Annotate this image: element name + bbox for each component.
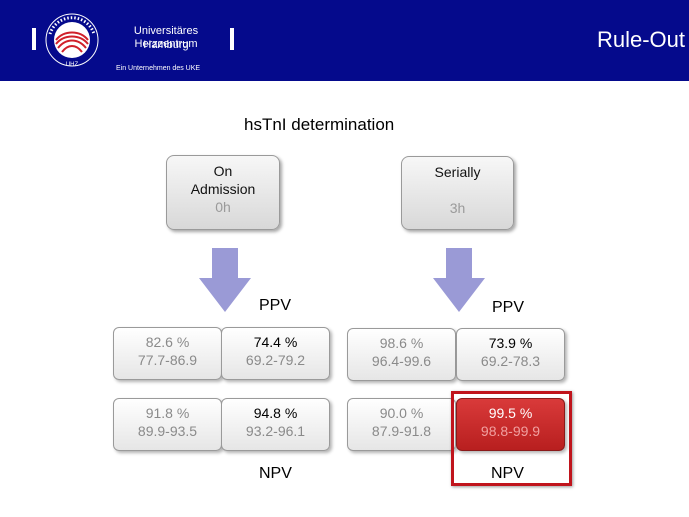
cell-range: 93.2-96.1 — [245, 423, 306, 439]
ppv-cell-admission-a: 82.6 % 77.7-86.9 — [113, 327, 222, 380]
logo-bar-right — [230, 28, 234, 50]
cell-value: 99.5 % — [488, 405, 533, 421]
header-bar: UHZ Universitäres Herzzentrum Hamburg Ei… — [0, 0, 689, 81]
cell-value: 73.9 % — [488, 335, 533, 351]
cell-value: 91.8 % — [145, 405, 190, 421]
admission-line1: On — [213, 163, 233, 179]
npv-cell-serial-a: 90.0 % 87.9-91.8 — [347, 398, 456, 451]
down-arrow-icon — [199, 248, 251, 312]
cell-value: 98.6 % — [379, 335, 424, 351]
logo-title-line2: Hamburg — [143, 39, 189, 51]
cell-value: 94.8 % — [253, 405, 298, 421]
cell-range: 77.7-86.9 — [137, 352, 198, 368]
cell-range: 98.8-99.9 — [480, 423, 541, 439]
cell-range: 69.2-79.2 — [245, 352, 306, 368]
uhz-seal-icon: UHZ — [45, 13, 99, 68]
npv-cell-admission-b: 94.8 % 93.2-96.1 — [221, 398, 330, 451]
seal-text: UHZ — [66, 62, 79, 68]
ppv-label-right: PPV — [492, 299, 525, 316]
cell-value: 90.0 % — [379, 405, 424, 421]
on-admission-box: On Admission 0h — [166, 155, 280, 230]
npv-cell-serial-b-highlighted: 99.5 % 98.8-99.9 — [456, 398, 565, 451]
npv-cell-admission-a: 91.8 % 89.9-93.5 — [113, 398, 222, 451]
cell-value: 82.6 % — [145, 334, 190, 350]
highlight-frame — [451, 391, 572, 486]
ppv-label-left: PPV — [259, 297, 292, 314]
admission-time: 0h — [215, 199, 231, 215]
uhz-logo: UHZ Universitäres Herzzentrum Hamburg Ei… — [32, 10, 242, 74]
npv-label-right: NPV — [491, 465, 524, 482]
down-arrow-icon — [433, 248, 485, 312]
cell-range: 89.9-93.5 — [137, 423, 198, 439]
logo-subtitle: Ein Unternehmen des UKE — [116, 65, 201, 72]
cell-value: 74.4 % — [253, 334, 298, 350]
serially-time: 3h — [449, 200, 466, 216]
serially-box: Serially 3h — [401, 156, 514, 230]
admission-line2: Admission — [190, 181, 256, 197]
npv-label-left: NPV — [259, 465, 292, 482]
slide-subtitle: hsTnI determination — [244, 115, 395, 134]
logo-bar-left — [32, 28, 36, 50]
serially-line1: Serially — [434, 164, 481, 180]
ppv-cell-admission-b: 74.4 % 69.2-79.2 — [221, 327, 330, 380]
ppv-cell-serial-a: 98.6 % 96.4-99.6 — [347, 328, 456, 381]
logo-title-line1: Universitäres Herzzentrum — [133, 25, 199, 50]
cell-range: 87.9-91.8 — [371, 423, 432, 439]
ppv-cell-serial-b: 73.9 % 69.2-78.3 — [456, 328, 565, 381]
cell-range: 96.4-99.6 — [371, 353, 432, 369]
cell-range: 69.2-78.3 — [480, 353, 541, 369]
slide-title: Rule-Out — [596, 27, 685, 52]
